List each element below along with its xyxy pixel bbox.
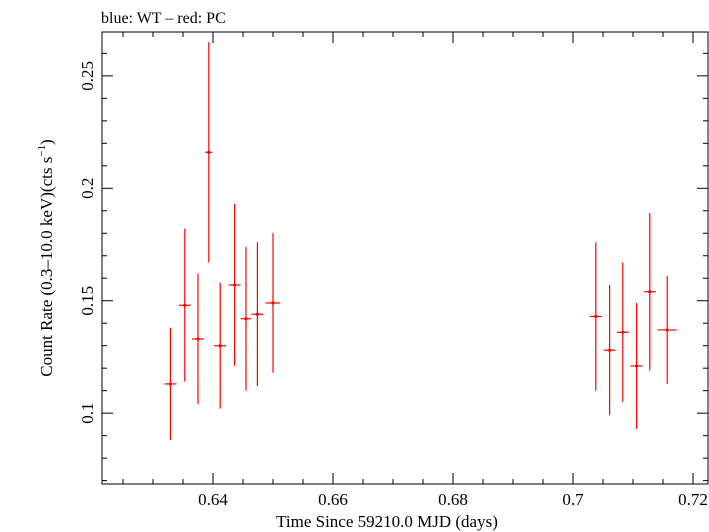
data-marker [635, 364, 639, 368]
data-point [265, 233, 281, 373]
data-point [192, 273, 204, 405]
data-point [178, 228, 191, 382]
data-marker [648, 290, 652, 294]
data-marker [244, 317, 248, 321]
y-axis-label: Count Rate (0.3–10.0 keV)(cts s−1) [36, 139, 56, 376]
data-marker [608, 348, 612, 352]
axis-tick-labels: 0.64 0.66 0.68 0.7 0.72 0.1 0.15 0.2 0.25 [78, 61, 708, 509]
data-marker [196, 337, 200, 341]
y-axis-label-close: ) [37, 139, 56, 145]
y-axis-label-superscript: −1 [36, 145, 48, 157]
data-marker [665, 328, 669, 332]
y-tick-label: 0.2 [78, 178, 97, 199]
x-tick-label: 0.68 [438, 490, 468, 509]
y-tick-label: 0.25 [78, 61, 97, 91]
data-point [616, 262, 629, 402]
x-tick-label: 0.72 [678, 490, 708, 509]
data-marker [183, 303, 187, 307]
data-point [251, 242, 264, 387]
y-tick-label: 0.15 [78, 286, 97, 316]
data-point [657, 275, 677, 384]
chart-title: blue: WT – red: PC [101, 10, 226, 27]
axis-ticks [102, 32, 708, 484]
x-tick-label: 0.7 [562, 490, 584, 509]
data-point [164, 327, 177, 441]
y-tick-label: 0.1 [78, 403, 97, 424]
data-point [630, 302, 643, 429]
data-point [205, 42, 213, 263]
data-marker [218, 344, 222, 348]
y-axis-label-main: Count Rate (0.3–10.0 keV)(cts s [37, 157, 56, 377]
data-marker [168, 382, 172, 386]
data-marker [255, 312, 259, 316]
data-marker [207, 150, 211, 154]
data-point [643, 213, 656, 371]
x-tick-label: 0.66 [318, 490, 348, 509]
plot-frame [101, 31, 709, 485]
x-axis-label: Time Since 59210.0 MJD (days) [276, 512, 498, 531]
data-points [164, 42, 677, 441]
data-point [214, 282, 227, 409]
data-marker [233, 283, 237, 287]
data-point [603, 284, 616, 416]
x-tick-label: 0.64 [198, 490, 228, 509]
data-point [240, 246, 252, 391]
data-marker [271, 301, 275, 305]
data-marker [594, 314, 598, 319]
data-marker [621, 330, 625, 334]
data-point [589, 242, 602, 391]
data-point [228, 204, 241, 366]
